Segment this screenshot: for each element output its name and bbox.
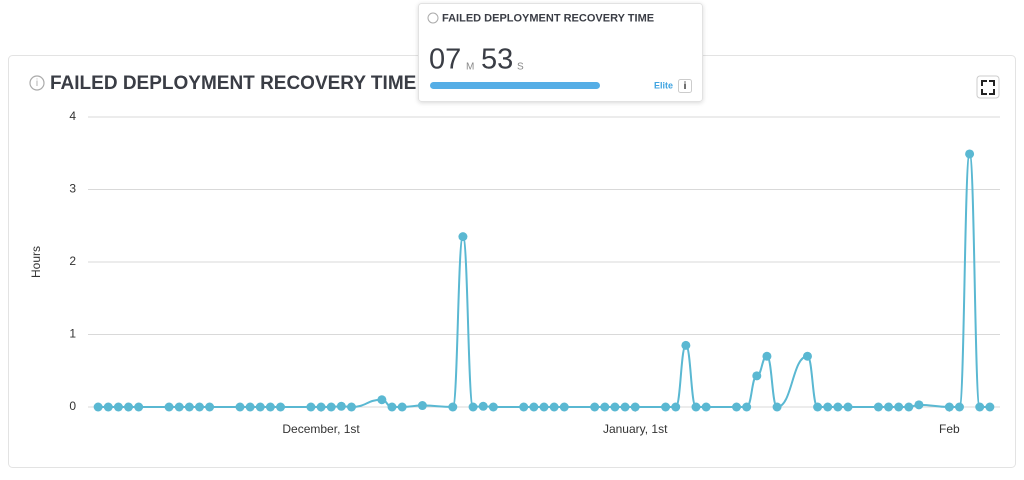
chart-title: FAILED DEPLOYMENT RECOVERY TIME (50, 73, 416, 94)
data-point (954, 402, 964, 412)
data-point (691, 402, 701, 412)
y-tick-label: 3 (69, 182, 76, 196)
data-point (975, 402, 985, 412)
data-point (113, 402, 123, 412)
info-icon[interactable] (29, 75, 45, 91)
data-point (458, 232, 468, 242)
y-tick-label: 1 (69, 327, 76, 341)
data-point (742, 402, 752, 412)
data-point (559, 402, 569, 412)
data-point (346, 402, 356, 412)
y-tick-label: 4 (69, 109, 76, 123)
data-point (468, 402, 478, 412)
data-point (681, 340, 691, 350)
data-point (762, 351, 772, 361)
card-title: FAILED DEPLOYMENT RECOVERY TIME (442, 12, 654, 24)
data-point (255, 402, 265, 412)
data-point (944, 402, 954, 412)
data-point (732, 402, 742, 412)
x-tick-label: Feb (939, 422, 960, 436)
data-point (377, 395, 387, 405)
seconds: 53 (481, 44, 513, 76)
data-point (965, 149, 975, 159)
data-point (184, 402, 194, 412)
data-point (843, 402, 853, 412)
data-point (448, 402, 458, 412)
data-point (397, 402, 407, 412)
data-point (813, 402, 823, 412)
y-axis-label: Hours (29, 246, 43, 278)
data-point (174, 402, 184, 412)
data-point (205, 402, 215, 412)
data-point (93, 402, 103, 412)
data-point (661, 402, 671, 412)
progress-bar (430, 82, 600, 89)
data-point (630, 402, 640, 412)
data-point (873, 402, 883, 412)
data-point (103, 402, 113, 412)
info-icon[interactable] (427, 12, 439, 24)
data-point (194, 402, 204, 412)
data-point (164, 402, 174, 412)
data-point (590, 402, 600, 412)
summary-card: FAILED DEPLOYMENT RECOVERY TIME 07 M 53 … (418, 3, 703, 102)
data-point (600, 402, 610, 412)
data-point (701, 402, 711, 412)
data-point (914, 400, 924, 410)
data-point (387, 402, 397, 412)
data-point (276, 402, 286, 412)
seconds-unit: S (517, 62, 524, 73)
expand-button[interactable] (976, 75, 1000, 99)
y-tick-label: 2 (69, 254, 76, 268)
x-tick-label: January, 1st (603, 422, 668, 436)
data-point (620, 402, 630, 412)
data-point (772, 402, 782, 412)
data-point (488, 402, 498, 412)
data-point (752, 371, 762, 381)
y-tick-label: 0 (69, 399, 76, 413)
data-point (306, 402, 316, 412)
x-tick-label: December, 1st (282, 422, 360, 436)
plot-area: 0 1 2 3 4 December, 1st January, 1st Feb (69, 109, 1000, 436)
data-point (478, 401, 488, 411)
data-point (894, 402, 904, 412)
data-point (245, 402, 255, 412)
data-point (417, 401, 427, 411)
data-point (539, 402, 549, 412)
data-point (134, 402, 144, 412)
data-point (326, 402, 336, 412)
data-point (802, 351, 812, 361)
data-point (235, 402, 245, 412)
data-point (985, 402, 995, 412)
data-point (833, 402, 843, 412)
data-point (904, 402, 914, 412)
data-point (549, 402, 559, 412)
data-point (671, 402, 681, 412)
rating-info: i (684, 81, 687, 92)
rating: Elite (654, 80, 673, 90)
minutes: 07 (429, 44, 461, 76)
data-point (124, 402, 134, 412)
data-point (519, 402, 529, 412)
data-point (823, 402, 833, 412)
data-point (265, 402, 275, 412)
rating-info-button[interactable] (678, 79, 692, 93)
data-point (529, 402, 539, 412)
data-point (884, 402, 894, 412)
data-point (336, 401, 346, 411)
data-point (316, 402, 326, 412)
info-glyph: i (36, 78, 38, 89)
data-point (610, 402, 620, 412)
minutes-unit: M (466, 62, 474, 73)
